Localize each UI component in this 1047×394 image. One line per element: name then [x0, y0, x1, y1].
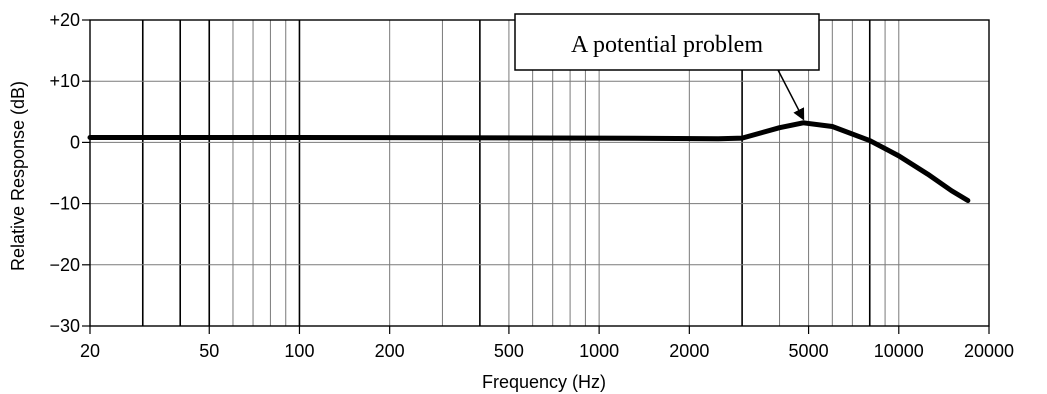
y-tick-label: −20: [49, 255, 80, 275]
x-tick-label: 100: [284, 341, 314, 361]
y-axis-label: Relative Response (dB): [8, 81, 28, 271]
x-tick-label: 10000: [874, 341, 924, 361]
annotation-text: A potential problem: [571, 32, 763, 58]
annotation-arrow: [777, 69, 805, 121]
x-tick-label: 2000: [669, 341, 709, 361]
y-tick-label: −10: [49, 194, 80, 214]
response-line: [87, 120, 971, 204]
annotation-layer: A potential problem: [514, 13, 820, 121]
x-tick-label: 1000: [579, 341, 619, 361]
x-tick-label: 20000: [964, 341, 1014, 361]
annotation-box: [514, 13, 820, 71]
x-tick-label: 500: [494, 341, 524, 361]
series-layer: [87, 120, 971, 204]
y-tick-label: 0: [70, 132, 80, 152]
x-tick-label: 200: [375, 341, 405, 361]
y-tick-label: −30: [49, 316, 80, 336]
y-tick-label: +20: [49, 10, 80, 30]
x-tick-label: 50: [199, 341, 219, 361]
x-tick-label: 20: [80, 341, 100, 361]
y-tick-label: +10: [49, 71, 80, 91]
x-axis-label: Frequency (Hz): [482, 372, 606, 392]
x-tick-label: 5000: [789, 341, 829, 361]
